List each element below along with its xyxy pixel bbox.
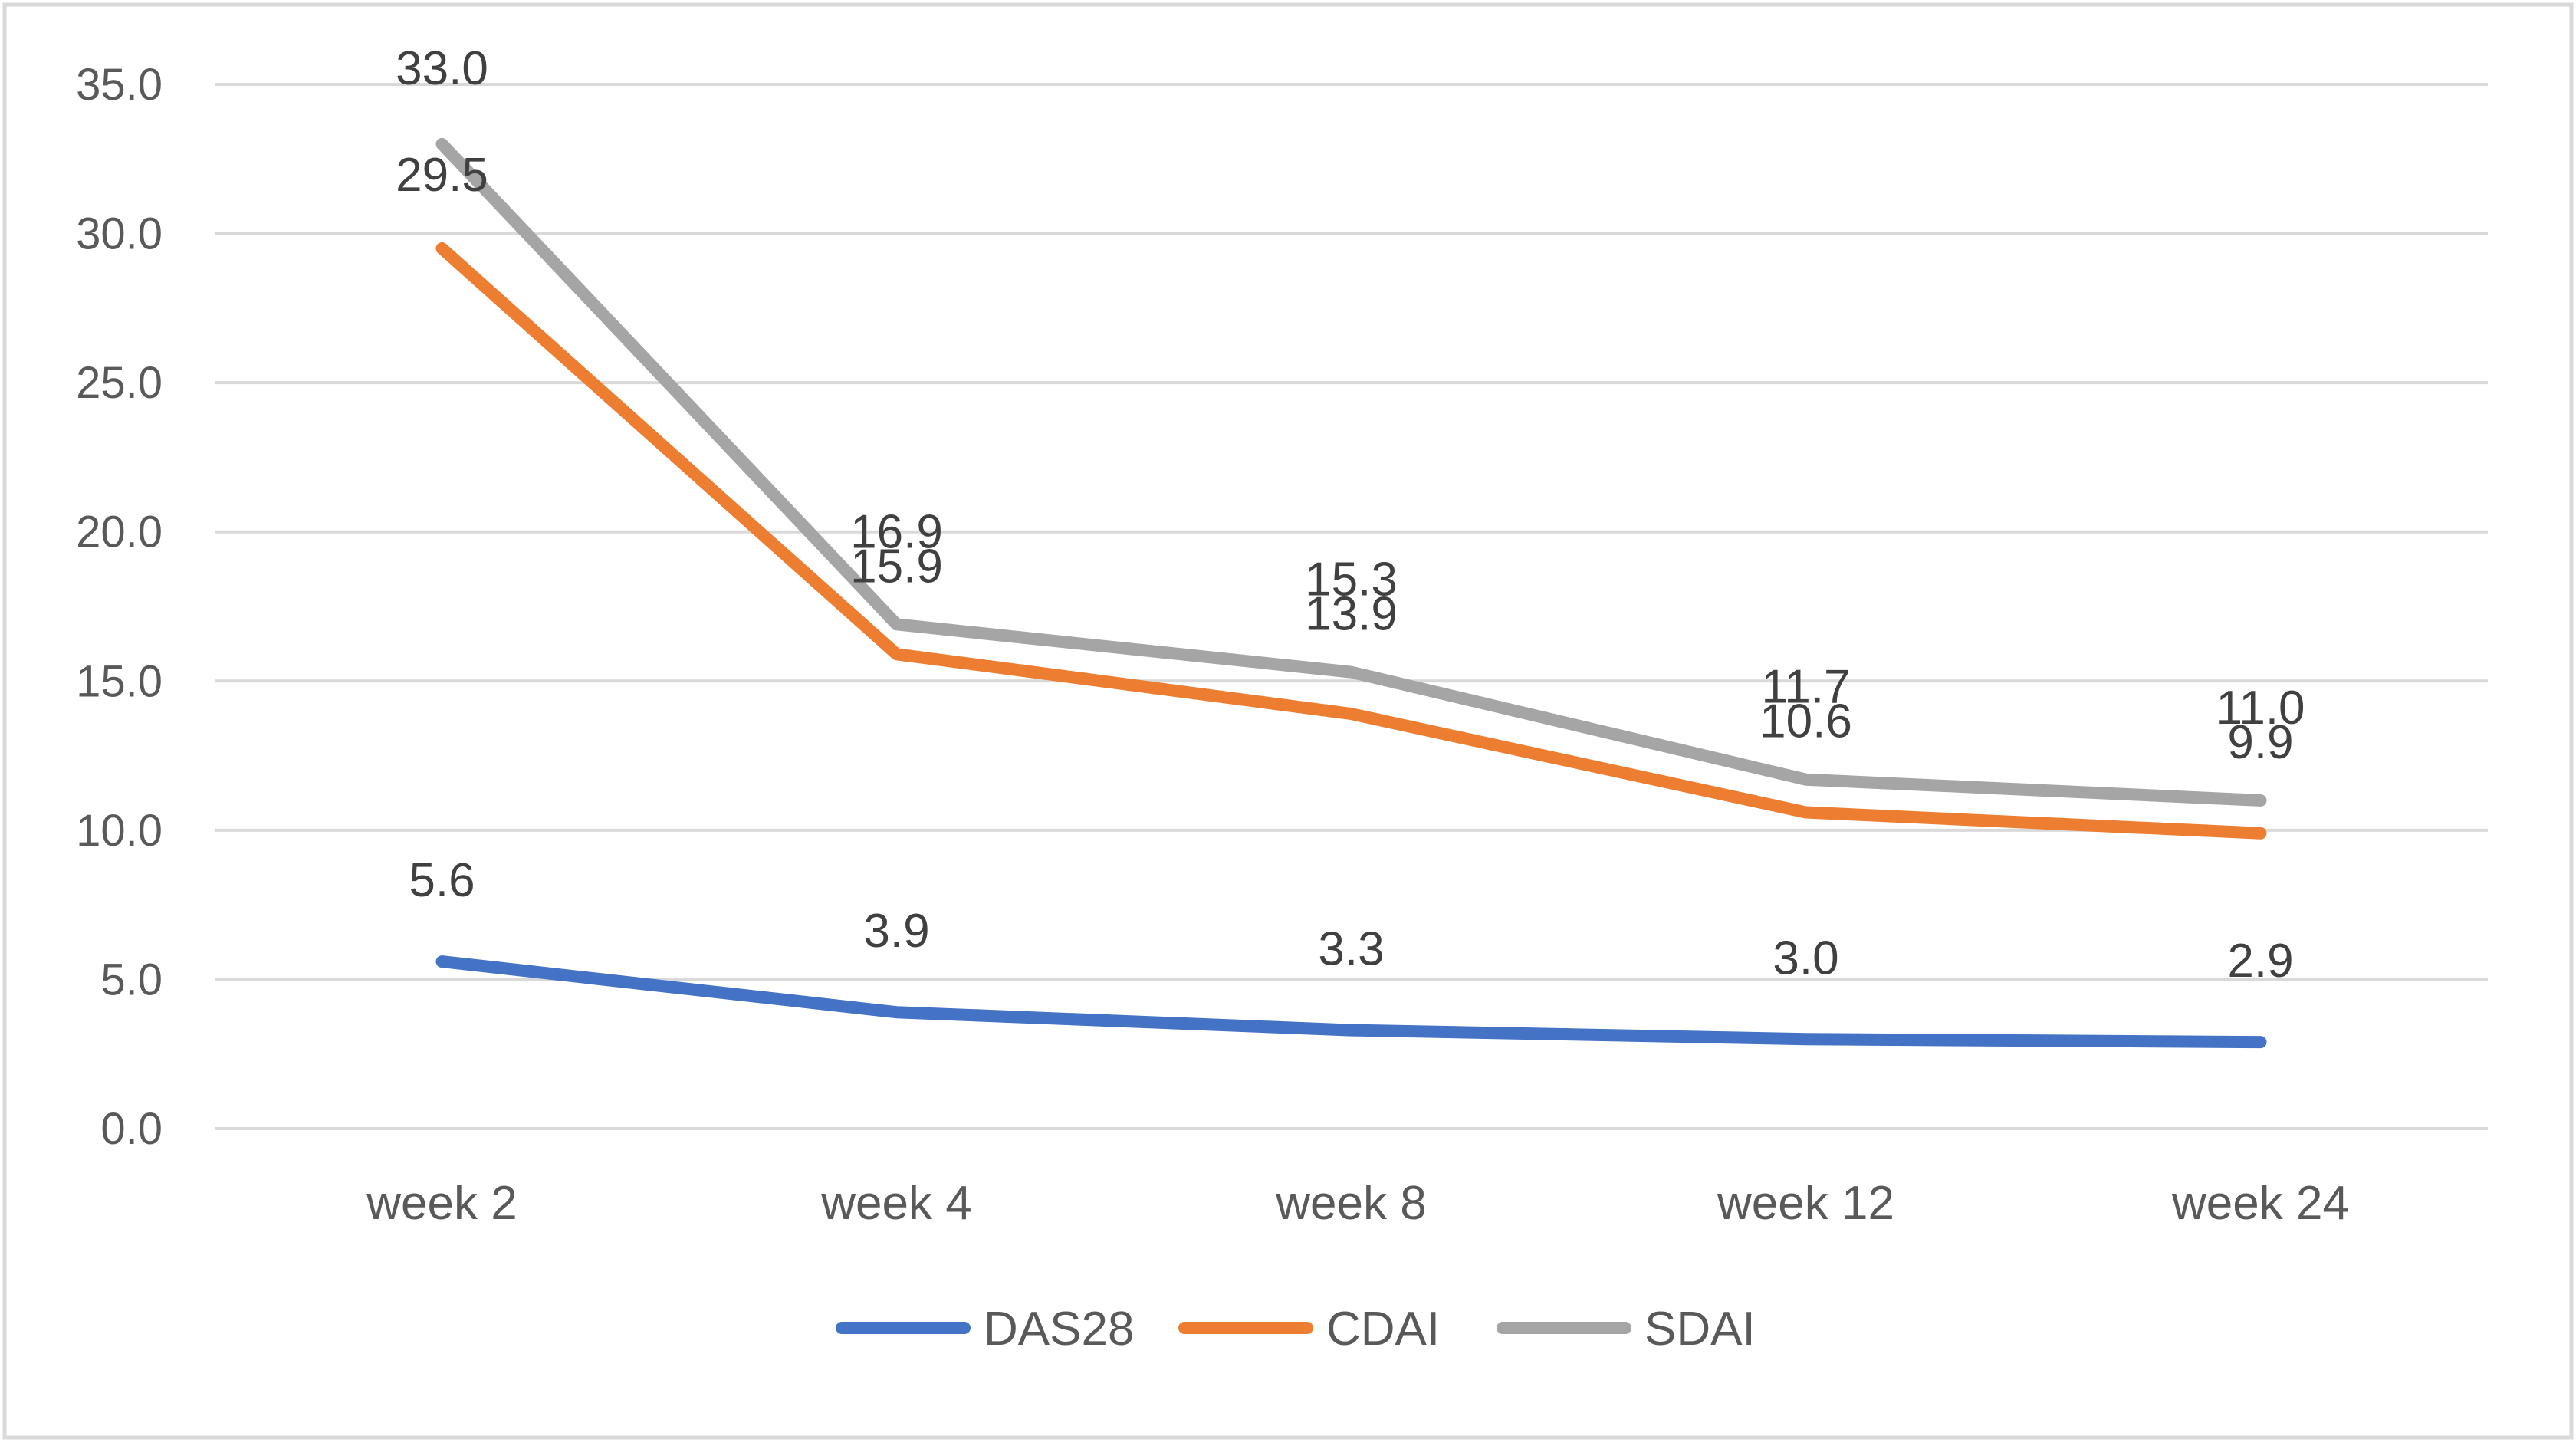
x-tick-label: week 12 — [1717, 1177, 1894, 1230]
data-label-sdai: 33.0 — [396, 42, 488, 95]
x-tick-label: week 2 — [366, 1177, 517, 1230]
data-label-sdai: 11.0 — [2216, 682, 2305, 735]
data-label-cdai: 15.9 — [850, 540, 943, 593]
legend: DAS28 CDAI SDAI — [836, 1303, 1756, 1356]
data-label-cdai: 13.9 — [1305, 588, 1398, 641]
x-tick-label: week 24 — [2171, 1177, 2349, 1230]
y-tick-label: 30.0 — [76, 209, 163, 259]
data-label-cdai: 10.6 — [1760, 695, 1852, 748]
data-label-das28: 5.6 — [409, 854, 475, 907]
y-tick-label: 20.0 — [76, 508, 163, 557]
y-tick-label: 10.0 — [76, 806, 163, 856]
series-line-cdai — [435, 242, 2267, 840]
y-tick-label: 0.0 — [100, 1104, 163, 1154]
legend-label-sdai: SDAI — [1644, 1303, 1756, 1356]
legend-label-cdai: CDAI — [1326, 1303, 1440, 1356]
data-label-sdai: 16.9 — [850, 505, 943, 558]
data-label-cdai: 29.5 — [396, 149, 488, 202]
series-line-das28 — [435, 955, 2267, 1049]
x-tick-label: week 4 — [820, 1177, 971, 1230]
y-axis-tick-labels: 0.0 5.0 10.0 15.0 20.0 25.0 30.0 35.0 — [76, 60, 163, 1154]
series-line-sdai — [435, 137, 2267, 807]
series-lines — [435, 137, 2267, 1049]
y-tick-label: 5.0 — [100, 955, 163, 1004]
data-label-das28: 3.9 — [863, 905, 929, 958]
legend-label-das28: DAS28 — [984, 1303, 1134, 1356]
data-label-sdai: 15.3 — [1305, 554, 1398, 606]
data-label-sdai: 11.7 — [1761, 661, 1850, 714]
data-label-das28: 3.0 — [1773, 932, 1838, 984]
data-labels: 5.6 3.9 3.3 3.0 2.9 29.5 15.9 13.9 10.6 9.9 33.0 16… — [396, 42, 2305, 988]
x-axis-tick-labels: week 2 week 4 week 8 week 12 week 24 — [366, 1177, 2349, 1230]
x-tick-label: week 8 — [1275, 1177, 1426, 1230]
y-tick-label: 25.0 — [76, 358, 163, 408]
y-tick-label: 35.0 — [76, 60, 163, 110]
y-tick-label: 15.0 — [76, 656, 163, 706]
data-label-cdai: 9.9 — [2227, 716, 2293, 769]
data-label-das28: 2.9 — [2227, 935, 2293, 988]
data-label-das28: 3.3 — [1318, 923, 1384, 976]
